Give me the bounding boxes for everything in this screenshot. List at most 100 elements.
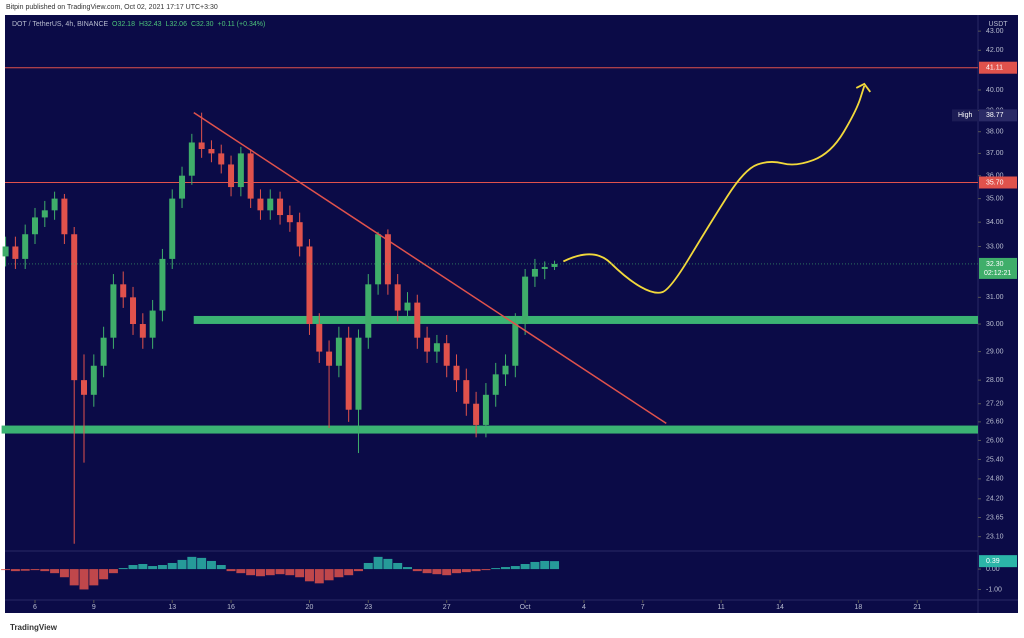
- osc-bar: [148, 566, 158, 570]
- osc-bar: [393, 562, 403, 570]
- candle-body: [443, 343, 450, 366]
- candle-body: [473, 403, 480, 425]
- osc-current-label: 0.39: [986, 558, 1000, 565]
- candle-body: [61, 198, 68, 235]
- y-tick-label: 38.00: [986, 129, 1004, 136]
- y-tick-label: 34.00: [986, 219, 1004, 226]
- symbol-title: DOT / TetherUS, 4h, BINANCE: [12, 21, 109, 28]
- y-tick-label: 24.20: [986, 496, 1004, 503]
- osc-bar: [461, 569, 471, 573]
- candle-body: [433, 343, 440, 352]
- osc-bar: [353, 569, 363, 572]
- candle-body: [502, 365, 509, 375]
- x-tick-label: 14: [776, 604, 784, 611]
- candle-body: [384, 234, 391, 285]
- osc-bar: [50, 569, 60, 574]
- osc-bar: [510, 566, 520, 570]
- osc-bar: [471, 569, 481, 572]
- y-tick-label: 23.65: [986, 514, 1004, 521]
- ohlc: O32.18 H32.43 L32.06 C32.30 +0.11 (+0.34%): [112, 21, 265, 28]
- candle-body: [286, 215, 293, 223]
- candle-body: [306, 246, 313, 325]
- candle-body: [424, 337, 431, 352]
- candle-body: [90, 365, 97, 395]
- candle-body: [228, 164, 235, 188]
- osc-bar: [452, 569, 462, 574]
- candle-body: [247, 153, 254, 199]
- candle-body: [120, 284, 127, 298]
- candle-body: [257, 198, 264, 211]
- osc-bar: [334, 569, 344, 578]
- x-tick-label: 4: [582, 604, 586, 611]
- osc-bar: [402, 567, 412, 570]
- osc-bar: [304, 569, 314, 582]
- osc-bar: [314, 569, 324, 584]
- osc-bar: [118, 568, 128, 570]
- candle-body: [541, 266, 548, 269]
- osc-bar: [373, 556, 383, 570]
- x-tick-label: 7: [641, 604, 645, 611]
- y-tick-label: 35.00: [986, 195, 1004, 202]
- y-tick-label: 28.00: [986, 377, 1004, 384]
- candle-body: [208, 149, 215, 154]
- projection-arrowhead: [855, 82, 872, 93]
- x-tick-label: 23: [364, 604, 372, 611]
- candle-body: [463, 380, 470, 404]
- candle-body: [365, 284, 372, 338]
- candle-body: [71, 234, 78, 381]
- y-tick-label: 43.00: [986, 28, 1004, 35]
- osc-bar: [79, 569, 89, 590]
- candle-body: [51, 198, 58, 211]
- candle-body: [149, 310, 156, 338]
- candle-body: [375, 234, 382, 285]
- osc-tick-label: -1.00: [986, 586, 1002, 593]
- projection-curve: [562, 85, 866, 294]
- x-tick-label: 27: [443, 604, 451, 611]
- candle-body: [179, 175, 186, 199]
- candle-body: [110, 284, 117, 338]
- osc-bar: [10, 569, 20, 572]
- candle-body: [31, 217, 38, 235]
- candle-body: [355, 337, 362, 410]
- y-tick-label: 33.00: [986, 243, 1004, 250]
- candle-body: [316, 324, 323, 352]
- credit: Bitpin published on TradingView.com, Oct…: [6, 4, 218, 11]
- ohlc-item: C32.30: [191, 21, 214, 28]
- osc-bar: [40, 569, 50, 572]
- ohlc-item: L32.06: [166, 21, 188, 28]
- osc-bar: [265, 569, 275, 576]
- osc-bar: [216, 565, 226, 570]
- high-label: 38.77: [986, 112, 1004, 119]
- osc-bar: [167, 562, 177, 570]
- osc-bar: [520, 563, 530, 570]
- osc-bar: [157, 565, 167, 570]
- candle-body: [81, 380, 88, 395]
- osc-bar: [236, 569, 246, 574]
- osc-bar: [246, 569, 256, 576]
- candle-body: [414, 302, 421, 338]
- candle-body: [482, 394, 489, 425]
- y-tick-label: 23.10: [986, 533, 1004, 540]
- candle-body: [551, 263, 558, 267]
- level-label: 35.70: [986, 179, 1004, 186]
- osc-bar: [363, 562, 373, 570]
- y-tick-label: 37.00: [986, 150, 1004, 157]
- high-tag: [979, 109, 1017, 122]
- candle-body: [345, 337, 352, 410]
- osc-bar: [108, 569, 118, 574]
- osc-bar: [550, 561, 560, 570]
- level-tag: [979, 61, 1017, 74]
- countdown: 02:12:21: [984, 270, 1011, 277]
- x-tick-label: 6: [33, 604, 37, 611]
- y-tick-label: 31.00: [986, 294, 1004, 301]
- level-tag: [979, 176, 1017, 189]
- candle-body: [139, 324, 146, 338]
- support-zone: [1, 425, 979, 434]
- footer-logo: TradingView: [10, 623, 58, 632]
- osc-bar: [30, 569, 40, 571]
- x-tick-label: 16: [227, 604, 235, 611]
- osc-bar: [206, 560, 216, 570]
- osc-bar: [412, 569, 422, 572]
- y-tick-label: 42.00: [986, 47, 1004, 54]
- osc-bar: [69, 569, 79, 586]
